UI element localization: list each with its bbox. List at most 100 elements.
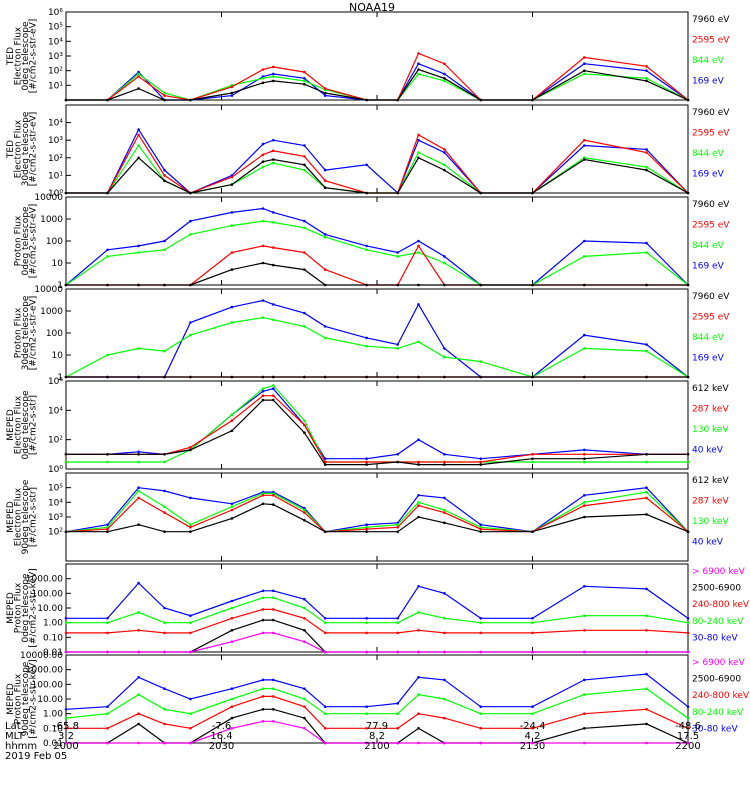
data-point <box>230 716 234 720</box>
data-point <box>163 453 166 456</box>
footer-lat-value: 77.9 <box>366 721 388 732</box>
y-tick-label: 10 <box>52 259 64 269</box>
data-point <box>163 722 166 726</box>
data-point <box>443 79 446 83</box>
data-point <box>137 347 140 350</box>
data-point <box>189 321 192 324</box>
data-point <box>106 353 109 357</box>
data-point <box>583 144 586 147</box>
data-point <box>583 255 586 258</box>
data-point <box>396 283 400 287</box>
data-point <box>396 255 400 258</box>
y-axis-title-line: 90deg telescope <box>21 479 31 554</box>
series-line <box>66 395 688 463</box>
data-point <box>365 375 368 379</box>
data-point <box>365 344 368 348</box>
data-point <box>531 457 534 461</box>
legend-entry: 169 eV <box>692 76 725 86</box>
data-point <box>272 394 275 398</box>
data-point <box>230 251 234 254</box>
series-line <box>65 688 689 719</box>
data-point <box>163 606 166 610</box>
y-tick-label: 1000 <box>40 307 63 317</box>
data-point <box>531 741 534 745</box>
data-point <box>645 486 648 490</box>
data-point <box>686 727 690 730</box>
data-point <box>230 183 234 186</box>
data-point <box>443 453 446 456</box>
data-point <box>272 695 275 698</box>
data-point <box>583 56 586 59</box>
data-point <box>230 91 234 95</box>
data-point <box>163 248 166 252</box>
data-point <box>261 219 265 223</box>
data-point <box>303 419 306 422</box>
data-point <box>303 506 306 510</box>
data-point <box>137 375 140 379</box>
data-point <box>230 727 234 730</box>
data-point <box>272 72 275 76</box>
legend-entry: 30-80 keV <box>692 633 738 643</box>
data-point <box>230 505 234 509</box>
data-point <box>479 375 483 379</box>
data-point <box>230 305 234 309</box>
panel-frame <box>65 563 689 653</box>
data-point <box>303 606 306 610</box>
footer-mlt-value: 17.5 <box>677 731 699 742</box>
data-point <box>396 98 400 102</box>
data-point <box>479 530 483 533</box>
data-point <box>645 165 648 169</box>
data-point <box>443 261 446 265</box>
data-point <box>531 712 534 715</box>
data-point <box>137 251 140 254</box>
legend-entry: 2595 eV <box>692 128 730 138</box>
data-point <box>189 697 192 701</box>
footer-lat-value: -65.8 <box>53 721 79 732</box>
data-point <box>443 511 446 514</box>
data-point <box>396 530 400 533</box>
data-point <box>163 631 166 635</box>
data-point <box>106 621 109 624</box>
data-point <box>163 239 166 243</box>
y-tick-label: 10³ <box>48 513 63 523</box>
data-point <box>272 263 275 267</box>
legend-entry: 169 eV <box>692 169 725 179</box>
series-line <box>66 399 688 466</box>
data-point <box>163 91 166 95</box>
data-point <box>417 138 420 142</box>
data-point <box>261 160 265 163</box>
data-point <box>137 629 140 632</box>
data-point <box>417 68 420 71</box>
data-point <box>365 527 368 531</box>
y-tick-label: 0.10 <box>43 724 63 734</box>
data-point <box>417 611 420 614</box>
data-point <box>396 343 400 346</box>
data-point <box>106 617 109 620</box>
data-point <box>323 283 327 287</box>
data-point <box>137 693 140 696</box>
data-point <box>583 693 586 696</box>
data-point <box>443 592 446 595</box>
footer-lat-value: -24.4 <box>520 721 546 732</box>
y-tick-label: 1000.00 <box>26 666 63 676</box>
data-point <box>583 504 586 507</box>
data-point <box>137 581 140 585</box>
data-point <box>417 712 420 715</box>
data-point <box>583 333 586 337</box>
data-point <box>396 526 400 529</box>
data-point <box>396 347 400 350</box>
data-point <box>272 492 275 495</box>
panel-frame <box>65 380 689 470</box>
data-point <box>443 375 446 379</box>
data-point <box>137 486 140 490</box>
data-point <box>303 716 306 720</box>
data-point <box>365 163 368 167</box>
data-point <box>583 375 586 379</box>
data-point <box>479 457 483 461</box>
data-point <box>64 98 68 102</box>
data-point <box>64 716 68 720</box>
data-point <box>323 621 327 624</box>
